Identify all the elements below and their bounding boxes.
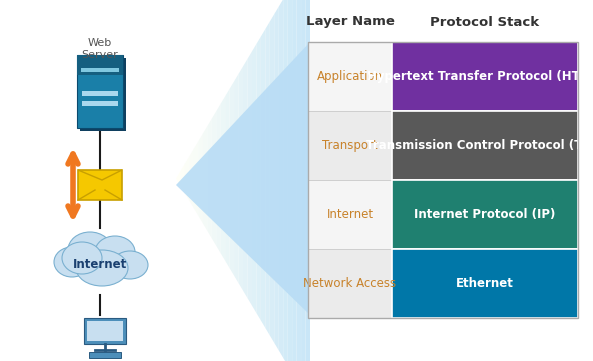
Polygon shape xyxy=(176,171,180,186)
Text: Internet Protocol (IP): Internet Protocol (IP) xyxy=(415,208,556,221)
Polygon shape xyxy=(189,149,194,208)
Polygon shape xyxy=(221,96,225,261)
Polygon shape xyxy=(208,119,212,238)
Ellipse shape xyxy=(54,247,90,277)
Polygon shape xyxy=(234,74,238,283)
Bar xyxy=(308,42,392,111)
Polygon shape xyxy=(283,0,288,361)
Bar xyxy=(87,321,123,341)
Bar xyxy=(77,55,123,128)
Bar xyxy=(308,180,392,249)
Text: Internet: Internet xyxy=(326,208,374,221)
Polygon shape xyxy=(301,0,305,361)
Bar xyxy=(78,170,122,200)
Polygon shape xyxy=(212,111,216,246)
Bar xyxy=(81,69,119,73)
Bar xyxy=(392,180,578,249)
Polygon shape xyxy=(216,104,221,253)
Polygon shape xyxy=(265,22,270,335)
Polygon shape xyxy=(185,156,189,201)
Bar xyxy=(308,111,392,180)
Ellipse shape xyxy=(62,242,102,274)
Text: Ethernet: Ethernet xyxy=(456,277,514,290)
Bar xyxy=(308,249,392,318)
Text: Hypertext Transfer Protocol (HTTP): Hypertext Transfer Protocol (HTTP) xyxy=(368,70,593,83)
Polygon shape xyxy=(180,164,185,193)
Polygon shape xyxy=(288,0,292,361)
Polygon shape xyxy=(225,89,229,268)
Polygon shape xyxy=(305,0,310,361)
Polygon shape xyxy=(176,42,310,315)
Ellipse shape xyxy=(95,236,135,268)
Polygon shape xyxy=(238,66,243,291)
Bar xyxy=(392,111,578,180)
Polygon shape xyxy=(296,0,301,361)
Polygon shape xyxy=(275,6,279,351)
Polygon shape xyxy=(198,134,203,223)
Text: Transport: Transport xyxy=(322,139,378,152)
Text: Layer Name: Layer Name xyxy=(305,16,394,29)
Bar xyxy=(392,249,578,318)
Polygon shape xyxy=(270,14,275,343)
Polygon shape xyxy=(243,59,247,298)
Polygon shape xyxy=(252,44,256,313)
Bar xyxy=(89,352,121,358)
Bar xyxy=(308,42,578,318)
Bar xyxy=(84,318,126,344)
Bar xyxy=(80,58,126,131)
Ellipse shape xyxy=(112,251,148,279)
Bar xyxy=(77,55,123,75)
Polygon shape xyxy=(194,141,198,216)
Polygon shape xyxy=(279,0,283,358)
Ellipse shape xyxy=(76,250,128,286)
Text: Internet: Internet xyxy=(73,258,127,271)
Text: Application: Application xyxy=(317,70,383,83)
Polygon shape xyxy=(292,0,296,361)
Text: Transmission Control Protocol (TCP): Transmission Control Protocol (TCP) xyxy=(365,139,593,152)
Bar xyxy=(82,101,118,106)
Ellipse shape xyxy=(68,232,112,268)
Polygon shape xyxy=(229,81,234,276)
Text: Protocol Stack: Protocol Stack xyxy=(431,16,540,29)
Polygon shape xyxy=(261,29,265,328)
Bar xyxy=(82,91,118,96)
Text: Web
Server: Web Server xyxy=(82,38,119,60)
Polygon shape xyxy=(247,51,252,305)
Bar xyxy=(392,42,578,111)
Text: Network Access: Network Access xyxy=(304,277,397,290)
Polygon shape xyxy=(203,126,208,231)
Polygon shape xyxy=(256,36,261,321)
